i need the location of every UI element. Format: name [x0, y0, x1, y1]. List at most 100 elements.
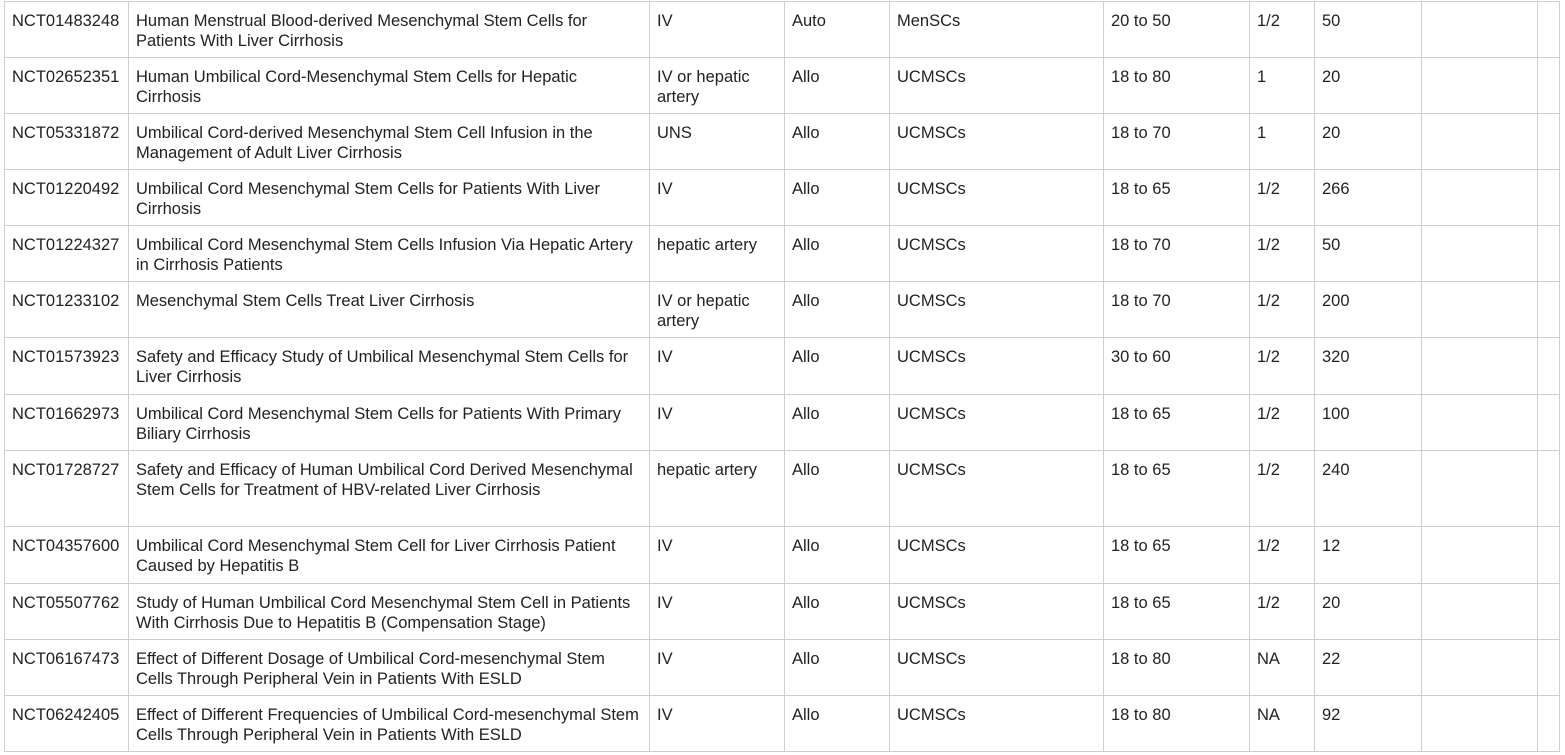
- empty-cell: [1421, 281, 1538, 338]
- phase: 1: [1249, 57, 1315, 114]
- trial-title: Effect of Different Frequencies of Umbil…: [128, 695, 650, 752]
- empty-cell: [1537, 394, 1560, 451]
- trial-id: NCT01224327: [4, 225, 129, 282]
- trial-id: NCT01220492: [4, 169, 129, 226]
- trial-id: NCT01233102: [4, 281, 129, 338]
- trial-id: NCT05507762: [4, 583, 129, 640]
- source: Auto: [784, 1, 890, 58]
- route: UNS: [649, 113, 785, 170]
- empty-cell: [1537, 450, 1560, 527]
- enrollment: 22: [1314, 639, 1422, 696]
- table-row: NCT01662973 Umbilical Cord Mesenchymal St…: [4, 394, 1560, 451]
- route: IV: [649, 169, 785, 226]
- route: hepatic artery: [649, 450, 785, 527]
- cell-type: UCMSCs: [889, 281, 1104, 338]
- table-row: NCT06242405 Effect of Different Frequenci…: [4, 695, 1560, 752]
- empty-cell: [1537, 639, 1560, 696]
- trial-title: Effect of Different Dosage of Umbilical …: [128, 639, 650, 696]
- trial-title: Umbilical Cord-derived Mesenchymal Stem …: [128, 113, 650, 170]
- age-range: 18 to 80: [1103, 57, 1250, 114]
- enrollment: 320: [1314, 337, 1422, 395]
- table-row: NCT04357600 Umbilical Cord Mesenchymal St…: [4, 526, 1560, 584]
- route: IV or hepatic artery: [649, 281, 785, 338]
- age-range: 18 to 80: [1103, 695, 1250, 752]
- cell-type: UCMSCs: [889, 337, 1104, 395]
- age-range: 18 to 80: [1103, 639, 1250, 696]
- cell-type: UCMSCs: [889, 225, 1104, 282]
- empty-cell: [1537, 526, 1560, 584]
- empty-cell: [1421, 57, 1538, 114]
- trial-title: Umbilical Cord Mesenchymal Stem Cells In…: [128, 225, 650, 282]
- cell-type: MenSCs: [889, 1, 1104, 58]
- source: Allo: [784, 281, 890, 338]
- trial-id: NCT02652351: [4, 57, 129, 114]
- table-row: NCT05507762 Study of Human Umbilical Cord…: [4, 583, 1560, 640]
- phase: 1/2: [1249, 225, 1315, 282]
- source: Allo: [784, 450, 890, 527]
- trial-title: Study of Human Umbilical Cord Mesenchyma…: [128, 583, 650, 640]
- trial-title: Umbilical Cord Mesenchymal Stem Cells fo…: [128, 394, 650, 451]
- table-row: NCT01224327 Umbilical Cord Mesenchymal St…: [4, 225, 1560, 282]
- trial-title: Umbilical Cord Mesenchymal Stem Cells fo…: [128, 169, 650, 226]
- trial-id: NCT01662973: [4, 394, 129, 451]
- route: IV: [649, 639, 785, 696]
- age-range: 18 to 65: [1103, 583, 1250, 640]
- phase: 1/2: [1249, 583, 1315, 640]
- enrollment: 200: [1314, 281, 1422, 338]
- table-row: NCT06167473 Effect of Different Dosage of…: [4, 639, 1560, 696]
- phase: 1/2: [1249, 281, 1315, 338]
- enrollment: 266: [1314, 169, 1422, 226]
- enrollment: 50: [1314, 225, 1422, 282]
- cell-type: UCMSCs: [889, 639, 1104, 696]
- trial-title: Safety and Efficacy Study of Umbilical M…: [128, 337, 650, 395]
- empty-cell: [1537, 583, 1560, 640]
- trial-id: NCT01483248: [4, 1, 129, 58]
- cell-type: UCMSCs: [889, 583, 1104, 640]
- route: IV: [649, 583, 785, 640]
- trial-title: Umbilical Cord Mesenchymal Stem Cell for…: [128, 526, 650, 584]
- age-range: 18 to 65: [1103, 450, 1250, 527]
- trial-title: Safety and Efficacy of Human Umbilical C…: [128, 450, 650, 527]
- table-row: NCT01233102 Mesenchymal Stem Cells Treat …: [4, 281, 1560, 338]
- empty-cell: [1421, 639, 1538, 696]
- cell-type: UCMSCs: [889, 169, 1104, 226]
- trial-id: NCT01573923: [4, 337, 129, 395]
- table-row: NCT01573923 Safety and Efficacy Study of …: [4, 337, 1560, 395]
- table-body: NCT01483248 Human Menstrual Blood-derived…: [4, 1, 1560, 752]
- trial-title: Mesenchymal Stem Cells Treat Liver Cirrh…: [128, 281, 650, 338]
- table-row: NCT02652351 Human Umbilical Cord-Mesenchy…: [4, 57, 1560, 114]
- empty-cell: [1537, 113, 1560, 170]
- phase: 1/2: [1249, 450, 1315, 527]
- phase: 1/2: [1249, 394, 1315, 451]
- trial-id: NCT05331872: [4, 113, 129, 170]
- phase: 1: [1249, 113, 1315, 170]
- trial-title: Human Umbilical Cord-Mesenchymal Stem Ce…: [128, 57, 650, 114]
- age-range: 30 to 60: [1103, 337, 1250, 395]
- trial-id: NCT06242405: [4, 695, 129, 752]
- phase: 1/2: [1249, 169, 1315, 226]
- source: Allo: [784, 337, 890, 395]
- enrollment: 20: [1314, 57, 1422, 114]
- empty-cell: [1421, 695, 1538, 752]
- source: Allo: [784, 225, 890, 282]
- empty-cell: [1537, 1, 1560, 58]
- enrollment: 12: [1314, 526, 1422, 584]
- phase: 1/2: [1249, 1, 1315, 58]
- source: Allo: [784, 583, 890, 640]
- source: Allo: [784, 394, 890, 451]
- enrollment: 20: [1314, 113, 1422, 170]
- source: Allo: [784, 169, 890, 226]
- cell-type: UCMSCs: [889, 695, 1104, 752]
- cell-type: UCMSCs: [889, 450, 1104, 527]
- empty-cell: [1421, 1, 1538, 58]
- source: Allo: [784, 57, 890, 114]
- trial-id: NCT06167473: [4, 639, 129, 696]
- table-row: NCT05331872 Umbilical Cord-derived Mesenc…: [4, 113, 1560, 170]
- empty-cell: [1421, 169, 1538, 226]
- table-row: NCT01483248 Human Menstrual Blood-derived…: [4, 1, 1560, 58]
- source: Allo: [784, 695, 890, 752]
- enrollment: 92: [1314, 695, 1422, 752]
- empty-cell: [1421, 450, 1538, 527]
- route: IV: [649, 695, 785, 752]
